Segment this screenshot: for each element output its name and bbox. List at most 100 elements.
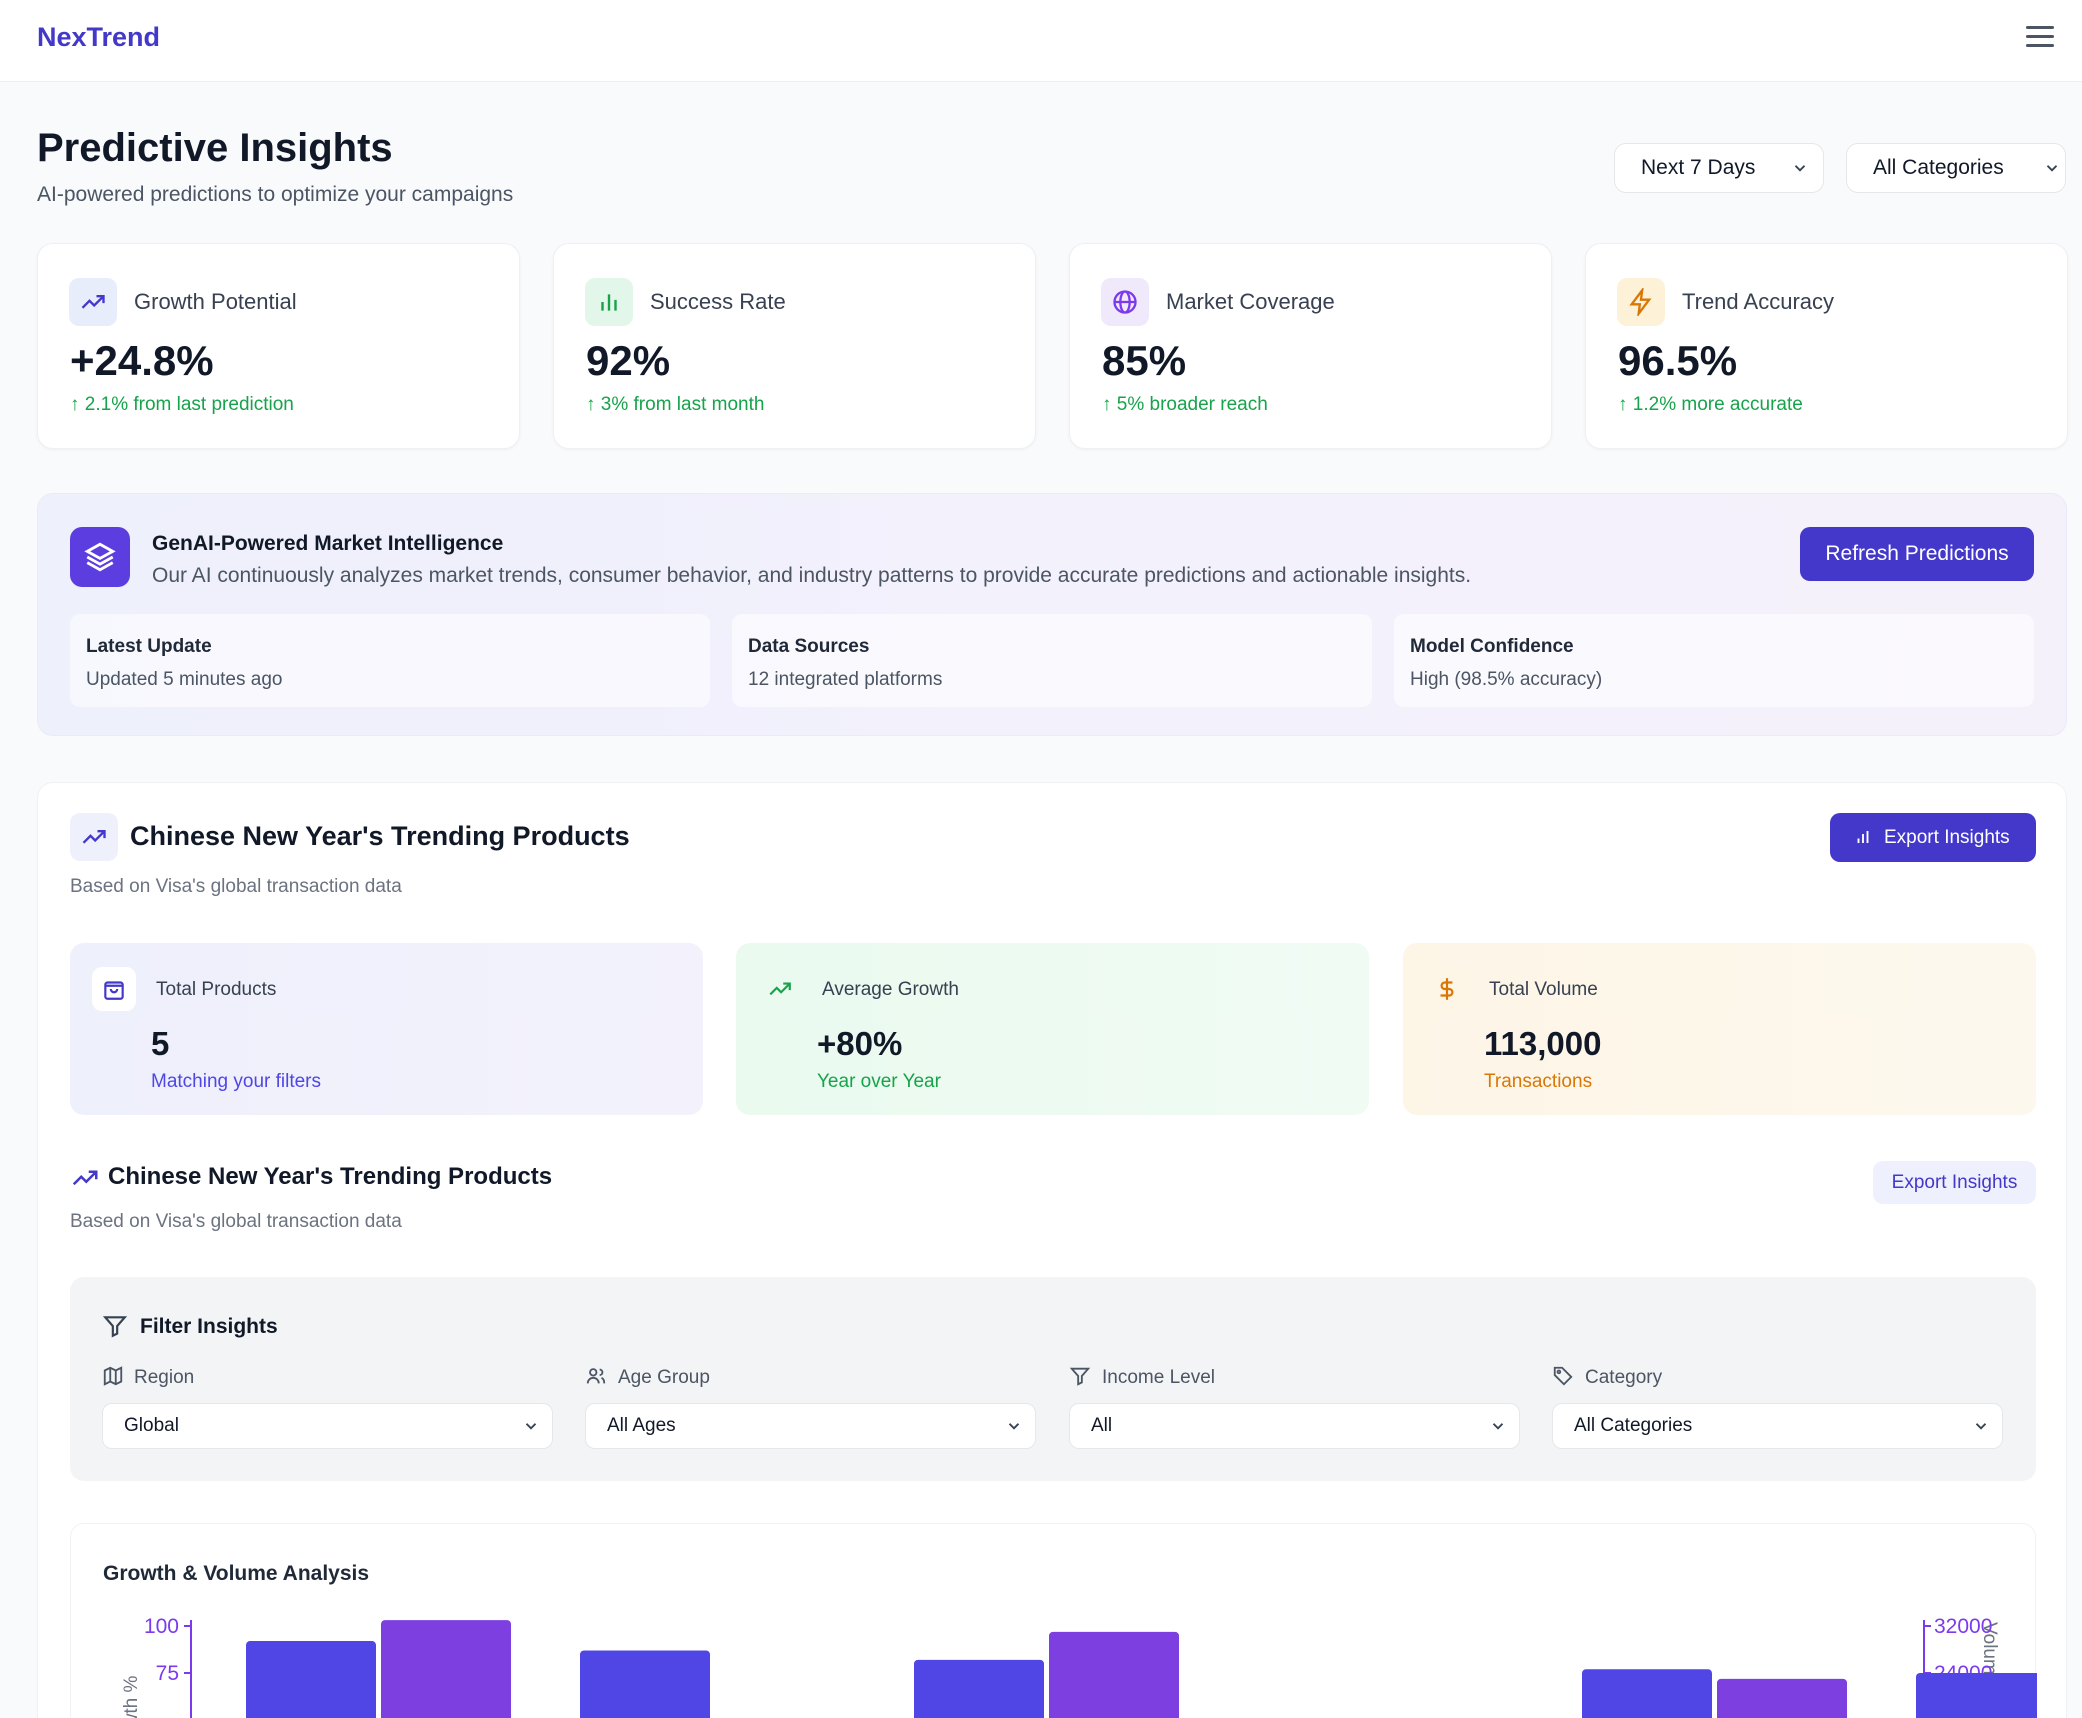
metric-sub: Transactions (1484, 1071, 1593, 1092)
ai-panel-title: GenAI-Powered Market Intelligence (152, 532, 504, 555)
trending-products-card: Chinese New Year's Trending Products Bas… (37, 782, 2067, 1718)
chevron-down-icon (1794, 165, 1806, 172)
y-tick-label-left: 100 (144, 1615, 179, 1638)
filter-label-category: Category (1585, 1367, 1663, 1388)
refresh-predictions-button[interactable]: Refresh Predictions (1800, 527, 2034, 581)
income-level-select[interactable]: All (1069, 1403, 1520, 1449)
stat-label: Growth Potential (134, 289, 297, 314)
income-level-value: All (1091, 1415, 1113, 1436)
stat-label: Trend Accuracy (1682, 289, 1835, 314)
top-bar: NexTrend (0, 0, 2082, 82)
stat-label: Market Coverage (1166, 289, 1335, 314)
ai-detail-title: Data Sources (748, 636, 870, 657)
time-range-value: Next 7 Days (1641, 156, 1756, 179)
stat-value: +24.8% (70, 337, 214, 384)
time-range-select[interactable]: Next 7 Days (1614, 143, 1824, 193)
filter-title: Filter Insights (140, 1315, 278, 1338)
ai-panel-description: Our AI continuously analyzes market tren… (152, 564, 1472, 587)
filter-category-select[interactable]: All Categories (1552, 1403, 2003, 1449)
ai-detail-title: Model Confidence (1410, 636, 1574, 657)
metric-average-growth: Average Growth +80% Year over Year (736, 943, 1369, 1115)
stat-card-success-rate: Success Rate 92% ↑ 3% from last month (553, 243, 1036, 449)
growth-bar (1916, 1673, 2037, 1718)
y-axis-label-right: Volume (1979, 1622, 2000, 1685)
volume-bar (381, 1620, 511, 1718)
y-tick-label-left: 75 (156, 1662, 179, 1685)
ai-detail-title: Latest Update (86, 636, 212, 657)
metric-total-products: Total Products 5 Matching your filters (70, 943, 703, 1115)
y-tick-label-right: 32000 (1934, 1615, 1992, 1638)
users-icon (586, 1368, 606, 1384)
stat-label: Success Rate (650, 289, 786, 314)
volume-bar (1049, 1631, 1179, 1718)
ai-intelligence-panel: GenAI-Powered Market Intelligence Our AI… (37, 493, 2067, 736)
stat-change: ↑ 1.2% more accurate (1618, 394, 1803, 415)
export-insights-label: Export Insights (1884, 827, 2010, 848)
bar-chart-icon (1857, 831, 1869, 843)
stat-change: ↑ 5% broader reach (1102, 394, 1268, 415)
growth-bar (246, 1641, 376, 1718)
map-icon (103, 1366, 123, 1386)
metric-value: 113,000 (1484, 1025, 1602, 1062)
category-value: All Categories (1873, 156, 2004, 179)
stat-change: ↑ 2.1% from last prediction (70, 394, 294, 415)
region-value: Global (124, 1415, 179, 1436)
ai-detail-data-sources: Data Sources 12 integrated platforms (732, 614, 1372, 707)
trending-up-icon (70, 813, 118, 861)
metric-value: 5 (151, 1025, 170, 1062)
hamburger-menu-icon[interactable] (2026, 26, 2054, 52)
volume-bar (1717, 1678, 1847, 1718)
growth-volume-chart: Growth %Volume100753200024000 (121, 1615, 2037, 1718)
stat-card-growth-potential: Growth Potential +24.8% ↑ 2.1% from last… (37, 243, 520, 449)
filter-category-value: All Categories (1574, 1415, 1693, 1436)
export-insights-secondary-button[interactable]: Export Insights (1873, 1161, 2036, 1204)
app-logo[interactable]: NexTrend (37, 22, 161, 52)
age-group-select[interactable]: All Ages (585, 1403, 1036, 1449)
category-select[interactable]: All Categories (1846, 143, 2066, 193)
growth-bar (914, 1659, 1044, 1718)
filter-panel: Filter Insights Region Global Age Group … (70, 1277, 2036, 1481)
filter-label-region: Region (134, 1367, 195, 1388)
tag-icon (1553, 1366, 1573, 1386)
stat-change: ↑ 3% from last month (586, 394, 765, 415)
chevron-down-icon (525, 1423, 537, 1430)
metric-label: Total Products (156, 979, 277, 1000)
layers-icon (70, 527, 130, 587)
export-insights-button[interactable]: Export Insights (1830, 813, 2036, 862)
growth-volume-chart-card: Growth & Volume Analysis Growth % Volume 1… (70, 1523, 2037, 1718)
section-title: Chinese New Year's Trending Products (108, 1163, 553, 1190)
metric-total-volume: Total Volume 113,000 Transactions (1403, 943, 2036, 1115)
trending-up-icon (758, 967, 802, 1011)
ai-detail-value: Updated 5 minutes ago (86, 669, 283, 690)
metric-sub: Year over Year (817, 1071, 941, 1092)
region-select[interactable]: Global (102, 1403, 553, 1449)
section-subtitle: Based on Visa's global transaction data (70, 1211, 402, 1232)
ai-detail-value: High (98.5% accuracy) (1410, 669, 1603, 690)
ai-detail-latest-update: Latest Update Updated 5 minutes ago (70, 614, 710, 707)
growth-bar (1582, 1669, 1712, 1718)
y-axis-label-left: Growth % (121, 1675, 142, 1718)
chevron-down-icon (1492, 1423, 1504, 1430)
chevron-down-icon (2046, 165, 2058, 172)
ai-detail-value: 12 integrated platforms (748, 669, 943, 690)
metric-sub: Matching your filters (151, 1071, 322, 1092)
trending-subtitle: Based on Visa's global transaction data (70, 876, 402, 897)
chart-title: Growth & Volume Analysis (103, 1562, 370, 1585)
shopping-bag-icon (92, 967, 136, 1011)
dollar-icon (1425, 967, 1469, 1011)
growth-bar (580, 1650, 710, 1718)
stat-card-trend-accuracy: Trend Accuracy 96.5% ↑ 1.2% more accurat… (1585, 243, 2068, 449)
filter-icon (1069, 1367, 1091, 1386)
stat-value: 85% (1102, 337, 1187, 384)
page-title: Predictive Insights (37, 126, 393, 170)
stat-value: 92% (586, 337, 671, 384)
globe-icon (1101, 278, 1149, 326)
bar-chart-icon (585, 278, 633, 326)
filter-label-age-group: Age Group (618, 1367, 710, 1388)
filter-label-income-level: Income Level (1102, 1367, 1216, 1388)
metric-value: +80% (817, 1025, 903, 1062)
trending-up-icon (72, 1170, 98, 1186)
ai-detail-model-confidence: Model Confidence High (98.5% accuracy) (1394, 614, 2034, 707)
chevron-down-icon (1008, 1423, 1020, 1430)
stat-value: 96.5% (1618, 337, 1738, 384)
